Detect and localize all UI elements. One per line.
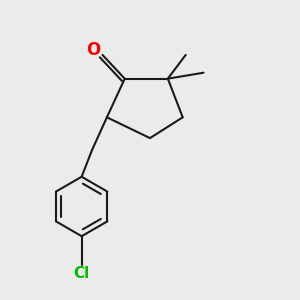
Text: O: O	[86, 41, 101, 59]
Text: Cl: Cl	[74, 266, 90, 281]
